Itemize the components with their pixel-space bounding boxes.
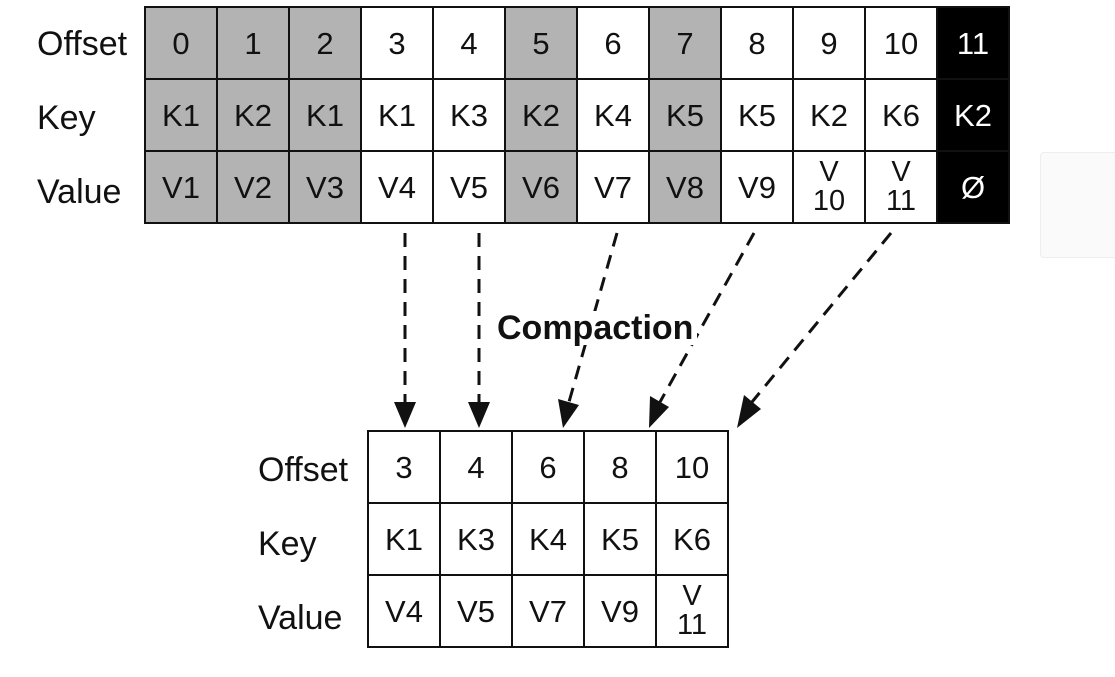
offset-cell: 3 bbox=[360, 6, 434, 80]
offset-cell: 4 bbox=[439, 430, 513, 504]
key-cell: K2 bbox=[792, 78, 866, 152]
offset-cell: 9 bbox=[792, 6, 866, 80]
log-after-compaction: 3 4 6 8 10 K1 K3 K4 K5 K6 V4 V5 V7 V9 V … bbox=[367, 430, 729, 648]
value-cell: V1 bbox=[144, 150, 218, 224]
diagram-title: Compaction bbox=[493, 311, 698, 345]
key-cell: K6 bbox=[655, 502, 729, 576]
value-cell: V 10 bbox=[792, 150, 866, 224]
log-before-compaction: 0 1 2 3 4 5 6 7 8 9 10 11 K1 K2 K1 K1 K3… bbox=[144, 6, 1010, 224]
value-cell: V2 bbox=[216, 150, 290, 224]
offset-cell: 8 bbox=[583, 430, 657, 504]
value-cell: V5 bbox=[432, 150, 506, 224]
value-row: V1 V2 V3 V4 V5 V6 V7 V8 V9 V 10 V 11 Ø bbox=[144, 150, 1010, 224]
key-cell: K6 bbox=[864, 78, 938, 152]
arrowhead-offset-10 bbox=[737, 395, 761, 428]
offset-cell: 10 bbox=[655, 430, 729, 504]
tombstone-key-cell: K2 bbox=[936, 78, 1010, 152]
offset-cell: 8 bbox=[720, 6, 794, 80]
key-cell: K1 bbox=[367, 502, 441, 576]
value-cell: V4 bbox=[367, 574, 441, 648]
offset-cell: 5 bbox=[504, 6, 578, 80]
arrow-offset-10 bbox=[750, 232, 893, 403]
top-key-label: Key bbox=[37, 99, 96, 137]
key-cell: K1 bbox=[144, 78, 218, 152]
key-cell: K1 bbox=[288, 78, 362, 152]
arrowhead-offset-6 bbox=[558, 399, 579, 428]
key-cell: K4 bbox=[576, 78, 650, 152]
key-cell: K4 bbox=[511, 502, 585, 576]
value-cell: V4 bbox=[360, 150, 434, 224]
key-cell: K1 bbox=[360, 78, 434, 152]
value-cell: V3 bbox=[288, 150, 362, 224]
value-cell: V5 bbox=[439, 574, 513, 648]
offset-row: 0 1 2 3 4 5 6 7 8 9 10 11 bbox=[144, 6, 1010, 80]
offset-cell: 7 bbox=[648, 6, 722, 80]
key-cell: K5 bbox=[720, 78, 794, 152]
top-value-label: Value bbox=[37, 173, 122, 211]
offset-cell: 0 bbox=[144, 6, 218, 80]
key-cell: K3 bbox=[439, 502, 513, 576]
key-cell: K2 bbox=[504, 78, 578, 152]
arrowhead-offset-8 bbox=[649, 396, 669, 428]
key-cell: K2 bbox=[216, 78, 290, 152]
tombstone-null-value-cell: Ø bbox=[936, 150, 1010, 224]
value-cell: V9 bbox=[583, 574, 657, 648]
offset-cell: 6 bbox=[576, 6, 650, 80]
value-cell: V9 bbox=[720, 150, 794, 224]
offset-cell: 2 bbox=[288, 6, 362, 80]
key-cell: K5 bbox=[583, 502, 657, 576]
key-cell: K3 bbox=[432, 78, 506, 152]
arrow-offset-6 bbox=[567, 232, 619, 403]
bottom-value-label: Value bbox=[258, 599, 343, 637]
background-panel-fragment bbox=[1040, 152, 1115, 258]
bottom-key-label: Key bbox=[258, 525, 317, 563]
key-cell: K5 bbox=[648, 78, 722, 152]
offset-cell: 1 bbox=[216, 6, 290, 80]
bottom-offset-label: Offset bbox=[258, 451, 349, 489]
offset-cell: 10 bbox=[864, 6, 938, 80]
value-cell: V7 bbox=[511, 574, 585, 648]
arrowhead-offset-4 bbox=[468, 402, 490, 428]
arrowhead-offset-3 bbox=[394, 402, 416, 428]
key-row: K1 K2 K1 K1 K3 K2 K4 K5 K5 K2 K6 K2 bbox=[144, 78, 1010, 152]
offset-cell: 6 bbox=[511, 430, 585, 504]
arrow-offset-8 bbox=[658, 232, 756, 403]
offset-row: 3 4 6 8 10 bbox=[367, 430, 729, 504]
value-cell: V6 bbox=[504, 150, 578, 224]
value-row: V4 V5 V7 V9 V 11 bbox=[367, 574, 729, 648]
offset-cell: 3 bbox=[367, 430, 441, 504]
offset-cell: 4 bbox=[432, 6, 506, 80]
tombstone-offset-cell: 11 bbox=[936, 6, 1010, 80]
value-cell: V 11 bbox=[655, 574, 729, 648]
value-cell: V7 bbox=[576, 150, 650, 224]
top-offset-label: Offset bbox=[37, 25, 128, 63]
value-cell: V 11 bbox=[864, 150, 938, 224]
key-row: K1 K3 K4 K5 K6 bbox=[367, 502, 729, 576]
value-cell: V8 bbox=[648, 150, 722, 224]
